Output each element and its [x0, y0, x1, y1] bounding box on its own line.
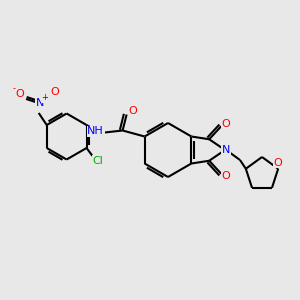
Text: O: O	[274, 158, 283, 168]
Text: N: N	[35, 98, 44, 108]
Text: NH: NH	[87, 127, 104, 136]
Text: O: O	[128, 106, 137, 116]
Text: O: O	[50, 87, 59, 97]
Text: +: +	[41, 94, 48, 103]
Text: -: -	[12, 85, 15, 94]
Text: Cl: Cl	[92, 156, 103, 166]
Text: N: N	[222, 145, 230, 155]
Text: O: O	[222, 171, 231, 181]
Text: O: O	[15, 89, 24, 99]
Text: O: O	[222, 119, 231, 129]
